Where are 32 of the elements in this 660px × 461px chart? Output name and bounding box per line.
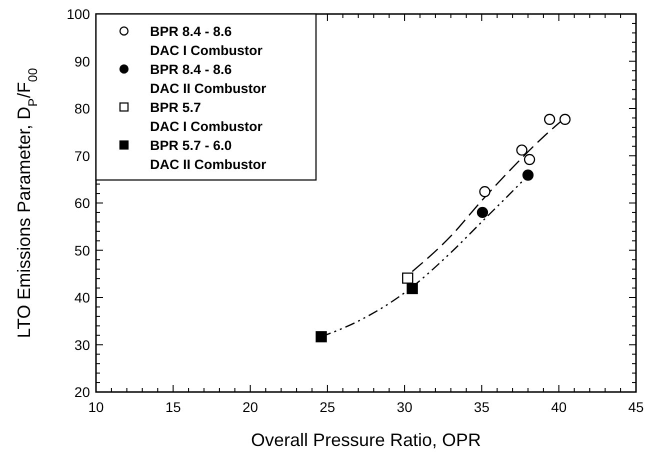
- point: [479, 186, 490, 198]
- point: [522, 170, 534, 181]
- x-tick-label: 30: [396, 399, 413, 415]
- legend-label: BPR 5.7 - 6.0 DAC II Combustor: [150, 138, 267, 172]
- point: [406, 282, 418, 294]
- x-axis-title: Overall Pressure Ratio, OPR: [250, 430, 482, 450]
- y-tick-label: 100: [66, 6, 90, 22]
- point: [402, 272, 414, 284]
- y-tick-label: 20: [74, 384, 90, 400]
- y-tick-label: 30: [74, 336, 90, 353]
- point: [559, 114, 571, 125]
- y-tick-label: 60: [74, 195, 90, 211]
- point: [544, 114, 556, 125]
- legend-label: BPR 8.4 - 8.6 DAC I Combustor: [150, 24, 264, 58]
- x-tick-label: 15: [165, 399, 182, 415]
- legend-label: BPR 8.4 - 8.6 DAC II Combustor: [150, 62, 267, 96]
- x-tick-label: 10: [88, 399, 104, 415]
- point: [476, 206, 488, 218]
- y-tick-label: 50: [74, 242, 90, 258]
- x-tick-label: 35: [474, 399, 490, 415]
- y-tick-label: 40: [74, 290, 90, 306]
- point: [516, 144, 528, 156]
- y-tick-label: 90: [74, 53, 90, 70]
- legend-label: BPR 5.7 DAC I Combustor: [150, 100, 264, 134]
- x-tick-label: 20: [242, 399, 258, 415]
- y-tick-label: 70: [74, 148, 90, 164]
- x-tick-label: 25: [320, 399, 336, 415]
- point: [524, 154, 536, 166]
- x-tick-label: 40: [551, 399, 567, 415]
- x-tick-label: 45: [628, 399, 644, 415]
- point: [316, 331, 327, 342]
- y-tick-label: 80: [74, 100, 90, 116]
